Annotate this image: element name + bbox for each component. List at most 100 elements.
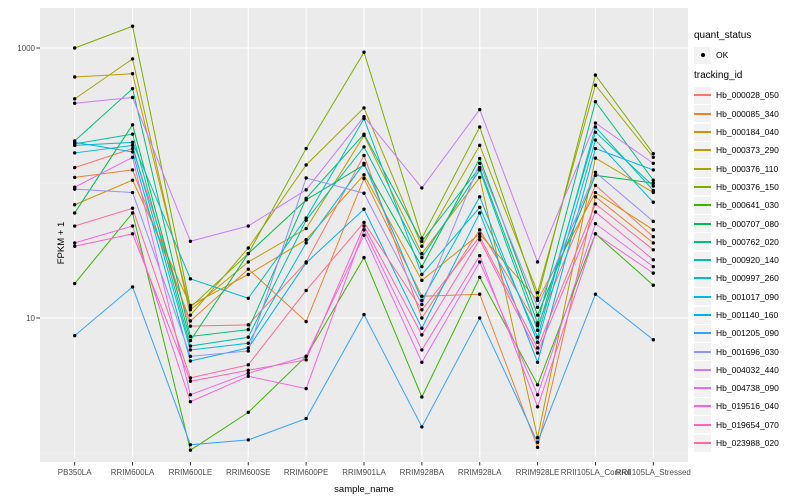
legend-item-Hb_000376_150: Hb_000376_150: [694, 178, 798, 196]
data-point: [651, 235, 655, 239]
legend-item-Hb_019654_070: Hb_019654_070: [694, 416, 798, 434]
legend-line-icon: [694, 86, 711, 104]
legend-item-Hb_019516_040: Hb_019516_040: [694, 397, 798, 415]
data-point: [478, 107, 482, 112]
data-point: [188, 308, 193, 312]
legend-line-icon: [694, 196, 711, 214]
x-tick-label: RRIM600PE: [283, 468, 329, 477]
data-point: [188, 359, 193, 363]
data-point: [130, 146, 135, 151]
y-axis-title: FPKM + 1: [56, 221, 67, 265]
x-tick-label: RRIM600SE: [226, 468, 271, 477]
legend-item-label: Hb_004032_440: [716, 364, 779, 375]
legend-line-icon: [694, 434, 711, 452]
legend-item-label: Hb_001140_160: [716, 310, 779, 320]
data-point: [478, 228, 482, 232]
legend-item-label: Hb_001205_090: [716, 328, 779, 339]
data-point: [535, 435, 540, 440]
x-tick-label: RRIM600LE: [168, 468, 213, 477]
data-point: [73, 46, 77, 50]
data-point: [188, 313, 193, 317]
legend-item-label: Hb_000762_020: [716, 236, 779, 247]
data-point: [188, 443, 193, 447]
data-point: [130, 285, 135, 289]
legend-item-quant-ok: OK: [694, 46, 798, 64]
data-point: [420, 294, 424, 298]
data-point: [593, 183, 598, 188]
legend-item-label: Hb_000373_290: [716, 145, 779, 156]
legend-item-Hb_000028_050: Hb_000028_050: [694, 86, 798, 104]
legend-item-Hb_004738_090: Hb_004738_090: [694, 379, 798, 397]
data-point: [478, 211, 482, 215]
data-point: [246, 410, 250, 415]
data-point: [593, 121, 598, 125]
data-point: [246, 363, 250, 367]
legend-item-label: Hb_000641_030: [716, 200, 779, 211]
legend-item-label: Hb_019654_070: [716, 419, 779, 430]
data-point: [420, 244, 424, 248]
data-point: [73, 281, 77, 286]
x-axis-title: sample_name: [334, 484, 394, 495]
data-point: [73, 101, 77, 105]
quant-status-point-icon: [694, 46, 711, 64]
data-point: [188, 334, 193, 339]
legend-line-icon: [694, 306, 711, 324]
data-point: [362, 114, 366, 119]
data-point: [420, 264, 424, 269]
data-point: [535, 296, 540, 300]
data-point: [130, 24, 135, 28]
data-point: [188, 338, 193, 343]
data-point: [651, 219, 655, 224]
data-point: [535, 445, 540, 450]
data-point: [478, 275, 482, 280]
legend-line-icon: [694, 251, 711, 269]
data-point: [130, 150, 135, 154]
data-point: [362, 207, 366, 211]
data-point: [362, 173, 366, 177]
legend-line-icon: [694, 324, 711, 342]
data-point: [130, 140, 135, 145]
data-point: [651, 188, 655, 193]
data-point: [304, 176, 308, 180]
data-point: [130, 211, 135, 215]
data-point: [130, 86, 135, 91]
data-point: [651, 184, 655, 188]
data-point: [535, 323, 540, 328]
data-point: [478, 253, 482, 258]
data-point: [362, 145, 366, 149]
legend-item-Hb_000920_140: Hb_000920_140: [694, 251, 798, 269]
data-point: [188, 277, 193, 281]
data-point: [478, 168, 482, 172]
data-point: [73, 185, 77, 189]
y-tick-label: 10: [26, 313, 35, 323]
data-point: [304, 241, 308, 245]
data-point: [420, 395, 424, 399]
legend-title-quant-status: quant_status: [694, 30, 752, 41]
data-point: [478, 125, 482, 129]
legend-line-icon: [694, 141, 711, 159]
data-point: [188, 344, 193, 348]
data-point: [188, 379, 193, 383]
data-point: [188, 305, 193, 310]
data-point: [73, 244, 77, 248]
data-point: [478, 232, 482, 236]
data-point: [73, 97, 77, 101]
data-point: [478, 238, 482, 242]
data-point: [188, 448, 193, 452]
data-point: [73, 75, 77, 79]
data-point: [535, 340, 540, 345]
data-point: [246, 346, 250, 350]
legend-item-label: Hb_000085_340: [716, 108, 779, 119]
legend-item-Hb_000707_080: Hb_000707_080: [694, 214, 798, 233]
data-point: [304, 146, 308, 151]
data-point: [535, 383, 540, 387]
data-point: [651, 283, 655, 287]
data-point: [420, 316, 424, 320]
data-point: [362, 233, 366, 237]
data-point: [420, 333, 424, 337]
x-tick-label: RRIM928LE: [515, 468, 560, 477]
data-point: [304, 386, 308, 391]
data-point: [246, 371, 250, 375]
legend-item-Hb_000641_030: Hb_000641_030: [694, 196, 798, 214]
